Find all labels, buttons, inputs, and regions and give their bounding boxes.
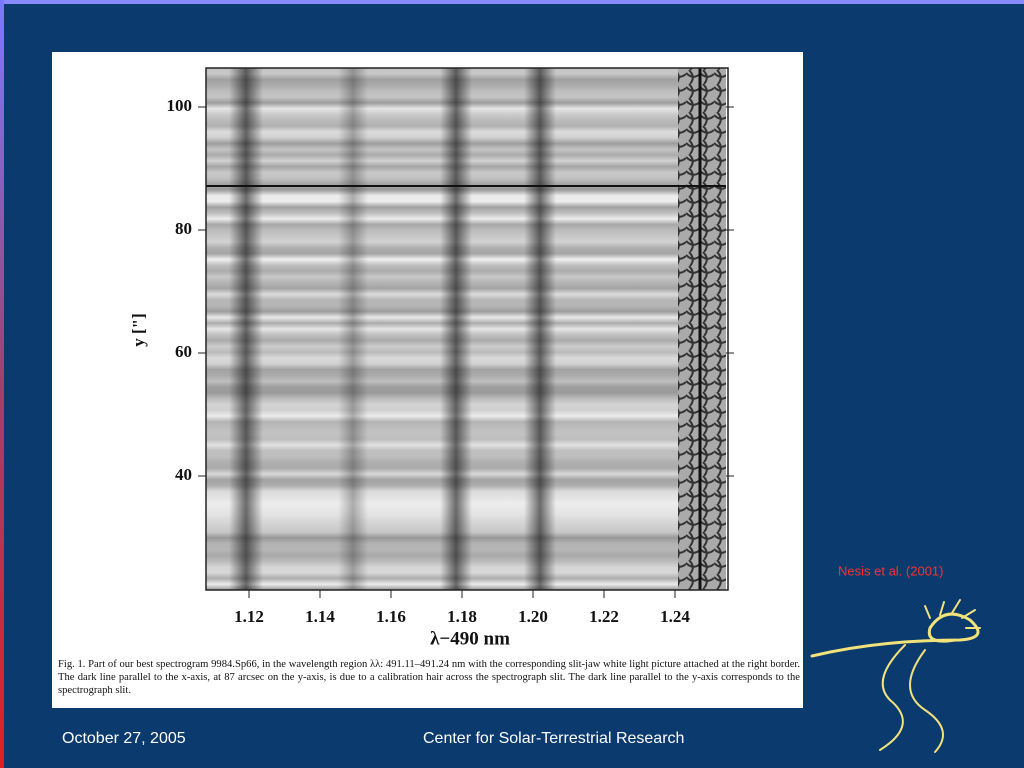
x-tick-label: 1.18 [447,607,477,626]
footer-organization: Center for Solar-Terrestrial Research [423,730,684,747]
plot-frame [205,67,729,591]
spectrogram [198,67,734,598]
absorption-line [524,68,556,590]
absorption-line [338,68,368,590]
logo [810,599,981,753]
x-tick-label: 1.20 [518,607,548,626]
top-edge [0,0,1024,4]
x-tick-label: 1.12 [234,607,264,626]
absorption-line [440,68,472,590]
left-edge [0,0,4,768]
x-tick-label: 1.16 [376,607,406,626]
y-axis-label: y ["] [129,313,148,347]
y-tick-label: 40 [175,465,192,484]
x-tick-label: 1.14 [305,607,335,626]
absorption-line [229,68,263,590]
x-tick-label: 1.24 [660,607,690,626]
citation: Nesis et al. (2001) [838,563,944,578]
figure-caption: Fig. 1. Part of our best spectrogram 998… [58,659,800,696]
x-axis-label: λ−490 nm [430,628,510,649]
y-tick-label: 100 [167,96,193,115]
y-tick-label: 60 [175,342,192,361]
y-tick-label: 80 [175,219,192,238]
slit-jaw-image [678,68,726,590]
footer-date: October 27, 2005 [62,730,186,747]
x-tick-label: 1.22 [589,607,619,626]
